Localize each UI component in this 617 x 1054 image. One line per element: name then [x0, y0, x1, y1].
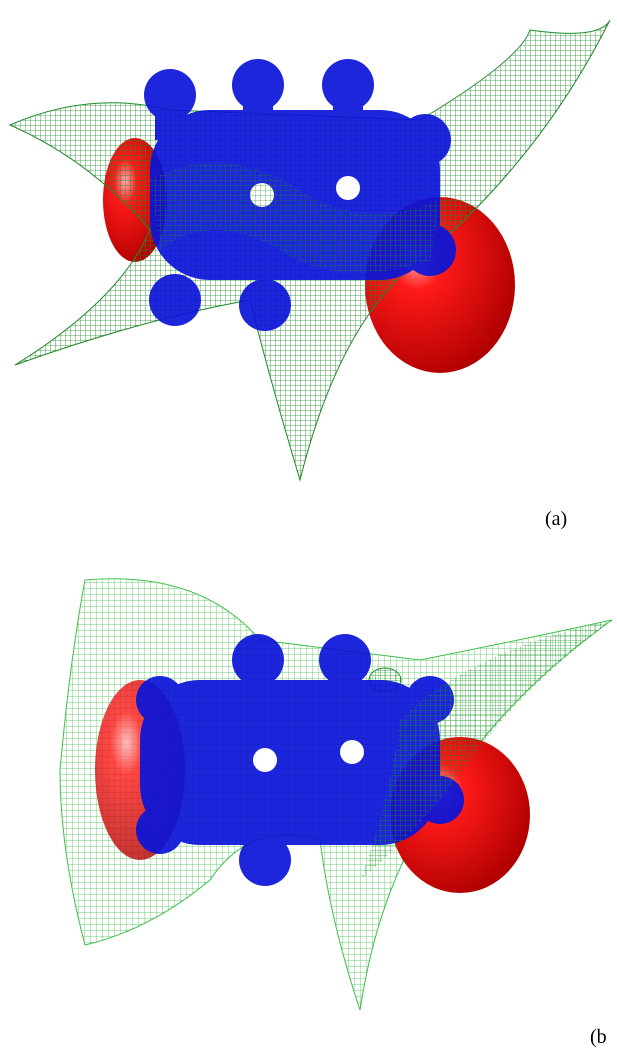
figure-graphics [0, 0, 617, 1054]
panel-b-graphic [60, 579, 612, 1010]
panel-a-graphic [10, 20, 610, 480]
panel-label: (b [590, 1026, 607, 1049]
figure: (a) (b [0, 0, 617, 1054]
panel-label: (a) [545, 508, 567, 531]
